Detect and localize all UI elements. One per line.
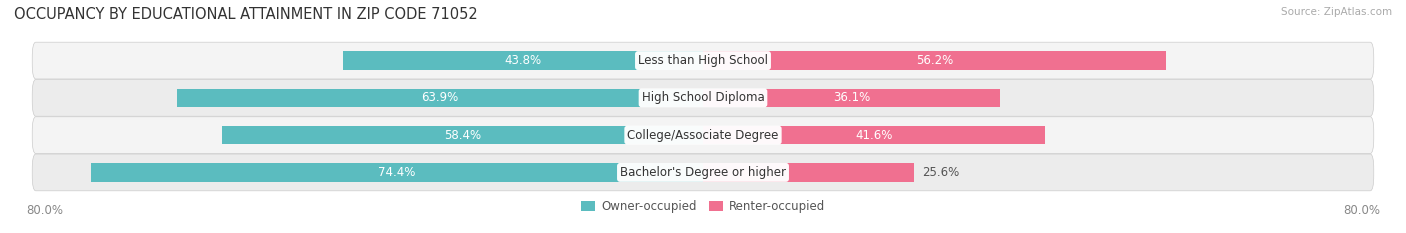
Text: 80.0%: 80.0%	[27, 204, 63, 217]
Text: 80.0%: 80.0%	[1343, 204, 1379, 217]
Bar	[90, 163, 703, 182]
Text: OCCUPANCY BY EDUCATIONAL ATTAINMENT IN ZIP CODE 71052: OCCUPANCY BY EDUCATIONAL ATTAINMENT IN Z…	[14, 7, 478, 22]
Bar	[177, 89, 703, 107]
Text: 41.6%: 41.6%	[855, 129, 893, 142]
Text: 36.1%: 36.1%	[832, 91, 870, 104]
Text: 56.2%: 56.2%	[915, 54, 953, 67]
FancyBboxPatch shape	[32, 42, 1374, 79]
Text: Source: ZipAtlas.com: Source: ZipAtlas.com	[1281, 7, 1392, 17]
Bar	[222, 126, 703, 144]
Text: Less than High School: Less than High School	[638, 54, 768, 67]
FancyBboxPatch shape	[32, 79, 1374, 116]
Text: 74.4%: 74.4%	[378, 166, 416, 179]
Bar	[703, 163, 914, 182]
Text: 43.8%: 43.8%	[505, 54, 541, 67]
Bar	[703, 126, 1046, 144]
FancyBboxPatch shape	[32, 154, 1374, 191]
Text: Bachelor's Degree or higher: Bachelor's Degree or higher	[620, 166, 786, 179]
Bar	[343, 51, 703, 70]
Text: 58.4%: 58.4%	[444, 129, 481, 142]
FancyBboxPatch shape	[32, 117, 1374, 154]
Bar	[703, 51, 1166, 70]
Legend: Owner-occupied, Renter-occupied: Owner-occupied, Renter-occupied	[576, 195, 830, 218]
Text: 63.9%: 63.9%	[422, 91, 458, 104]
Bar	[703, 89, 1000, 107]
Text: 25.6%: 25.6%	[922, 166, 959, 179]
Text: High School Diploma: High School Diploma	[641, 91, 765, 104]
Text: College/Associate Degree: College/Associate Degree	[627, 129, 779, 142]
